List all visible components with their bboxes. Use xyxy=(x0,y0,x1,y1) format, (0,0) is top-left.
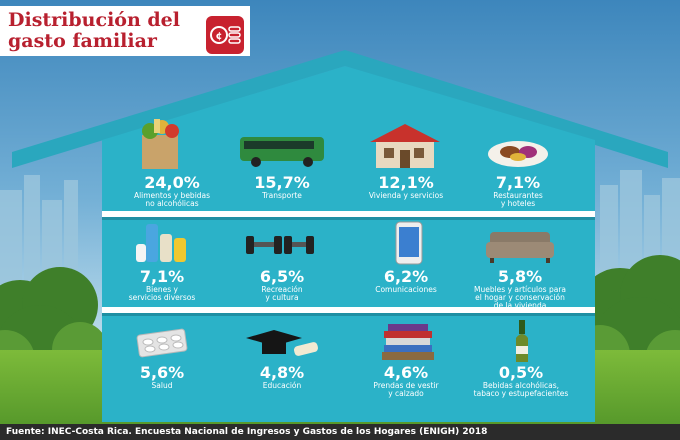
item-food-percent: 24,0% xyxy=(144,173,200,192)
pill-blister-icon xyxy=(136,328,188,358)
item-health-label: Salud xyxy=(151,381,173,390)
item-furniture-label-line-2: el hogar y conservación xyxy=(475,293,565,302)
item-housing-percent: 12,1% xyxy=(378,173,434,192)
item-misc: 7,1% Bienes y servicios diversos xyxy=(114,268,210,302)
item-education-label: Educación xyxy=(262,381,302,390)
item-alcohol-label-line-2: tabaco y estupefacientes xyxy=(473,389,569,398)
item-restaurants: 7,1% Restaurantes y hoteles xyxy=(470,174,566,208)
folded-clothes-icon xyxy=(382,324,434,360)
item-clothing-label-line-2: y calzado xyxy=(388,389,424,398)
item-communications-percent: 6,2% xyxy=(383,267,429,286)
item-furniture: 5,8% Muebles y artículos para el hogar y… xyxy=(464,268,576,310)
item-health: 5,6% Salud xyxy=(114,364,210,390)
item-recreation: 6,5% Recreación y cultura xyxy=(234,268,330,302)
item-alcohol-label-line-1: Bebidas alcohólicas, xyxy=(482,381,560,390)
item-food: 24,0% Alimentos y bebidas no alcohólicas xyxy=(124,174,220,208)
item-misc-label-line-1: Bienes y xyxy=(146,285,178,294)
title-line-2: gasto familiar xyxy=(8,30,157,52)
item-clothing-percent: 4,6% xyxy=(383,363,429,382)
item-recreation-label-line-1: Recreación xyxy=(261,285,303,294)
item-furniture-percent: 5,8% xyxy=(497,267,543,286)
page-title: Distribución del gasto familiar xyxy=(8,10,180,52)
svg-text:¢: ¢ xyxy=(216,31,223,42)
shelf-2 xyxy=(102,307,595,313)
sofa-icon xyxy=(486,232,554,263)
bus-icon xyxy=(240,137,324,167)
item-food-label-line-1: Alimentos y bebidas xyxy=(133,191,211,200)
house-icon xyxy=(370,124,440,168)
title-line-1: Distribución del xyxy=(8,9,180,31)
graduation-cap-icon xyxy=(246,330,319,356)
dinner-plate-icon xyxy=(488,141,548,167)
source-footer: Fuente: INEC-Costa Rica. Encuesta Nacion… xyxy=(0,424,680,440)
title-banner: Distribución del gasto familiar ¢ xyxy=(0,6,250,56)
item-housing-label: Vivienda y servicios xyxy=(368,191,444,200)
item-furniture-label-line-1: Muebles y artículos para xyxy=(474,285,566,294)
bottle-icon xyxy=(516,320,528,362)
item-health-percent: 5,6% xyxy=(139,363,185,382)
item-clothing-label-line-1: Prendas de vestir xyxy=(373,381,439,390)
item-alcohol: 0,5% Bebidas alcohólicas, tabaco y estup… xyxy=(466,364,576,398)
shelf-1 xyxy=(102,211,595,217)
item-recreation-label-line-2: y cultura xyxy=(265,293,299,302)
toiletries-icon xyxy=(136,224,186,262)
item-housing: 12,1% Vivienda y servicios xyxy=(358,174,454,200)
item-misc-label-line-2: servicios diversos xyxy=(128,293,196,302)
item-furniture-label-line-3: de la vivienda xyxy=(493,301,547,310)
item-recreation-percent: 6,5% xyxy=(259,267,305,286)
item-food-label-line-2: no alcohólicas xyxy=(145,199,199,208)
city-skyline xyxy=(0,170,680,290)
item-transport-label: Transporte xyxy=(262,191,302,200)
grocery-bag-icon xyxy=(142,119,179,169)
dumbbells-icon xyxy=(246,236,314,254)
smartphone-icon xyxy=(395,221,423,265)
coins-icon: ¢ xyxy=(206,16,244,54)
item-education-percent: 4,8% xyxy=(259,363,305,382)
item-restaurants-label-line-1: Restaurantes xyxy=(493,191,543,200)
item-communications: 6,2% Comunicaciones xyxy=(358,268,454,294)
item-alcohol-percent: 0,5% xyxy=(498,363,544,382)
item-communications-label: Comunicaciones xyxy=(375,285,437,294)
item-misc-percent: 7,1% xyxy=(139,267,185,286)
item-restaurants-percent: 7,1% xyxy=(495,173,541,192)
item-restaurants-label-line-2: y hoteles xyxy=(500,199,536,208)
item-transport-percent: 15,7% xyxy=(254,173,310,192)
item-clothing: 4,6% Prendas de vestir y calzado xyxy=(358,364,454,398)
item-education: 4,8% Educación xyxy=(234,364,330,390)
item-transport: 15,7% Transporte xyxy=(234,174,330,200)
